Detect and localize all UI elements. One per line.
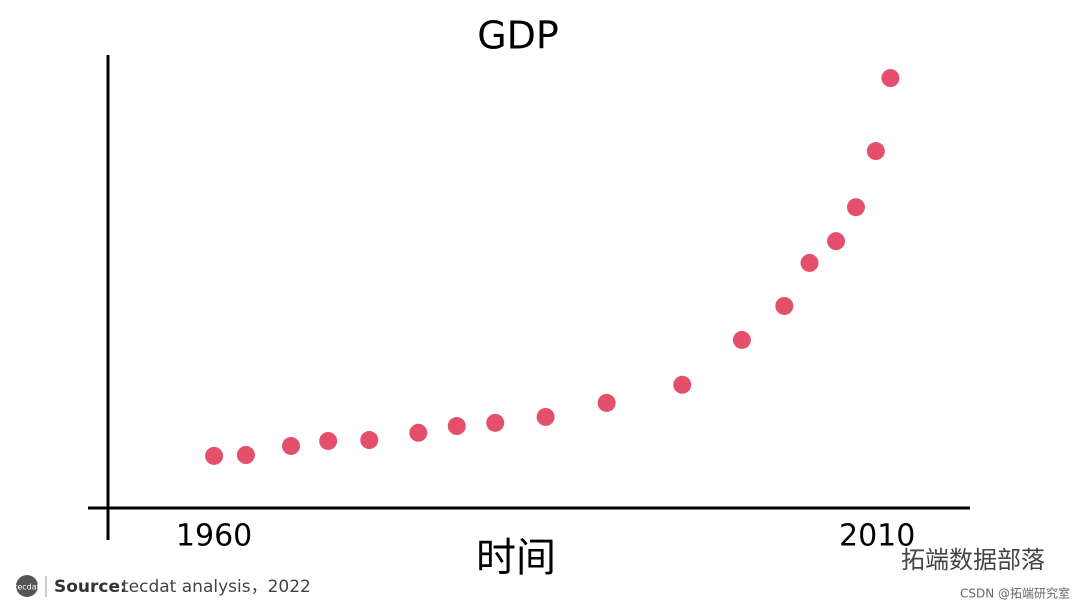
point [536,407,555,426]
point [800,253,819,272]
logo: tecdat [14,583,40,592]
point [827,232,846,251]
point [360,431,379,450]
point [236,445,255,464]
x-tick-label: 1960 [176,519,252,554]
point [597,393,616,412]
logo-icon [16,575,38,597]
x-tick-label: 2010 [839,519,915,554]
point [205,446,224,465]
credit: CSDN @拓端研究室 [960,586,1070,601]
point [319,431,338,450]
x-axis-label: 时间 [476,535,556,581]
point [866,142,885,161]
chart-title: GDP [477,14,559,58]
point [486,413,505,432]
point [447,417,466,436]
point [846,198,865,217]
point [775,296,794,315]
source: tecdat analysis，2022 [122,577,311,597]
watermark: 拓端数据部落 [901,546,1045,574]
point [282,436,301,455]
point [732,330,751,349]
point [881,69,900,88]
source-label: Source: [54,577,127,597]
point [409,423,428,442]
point [673,375,692,394]
